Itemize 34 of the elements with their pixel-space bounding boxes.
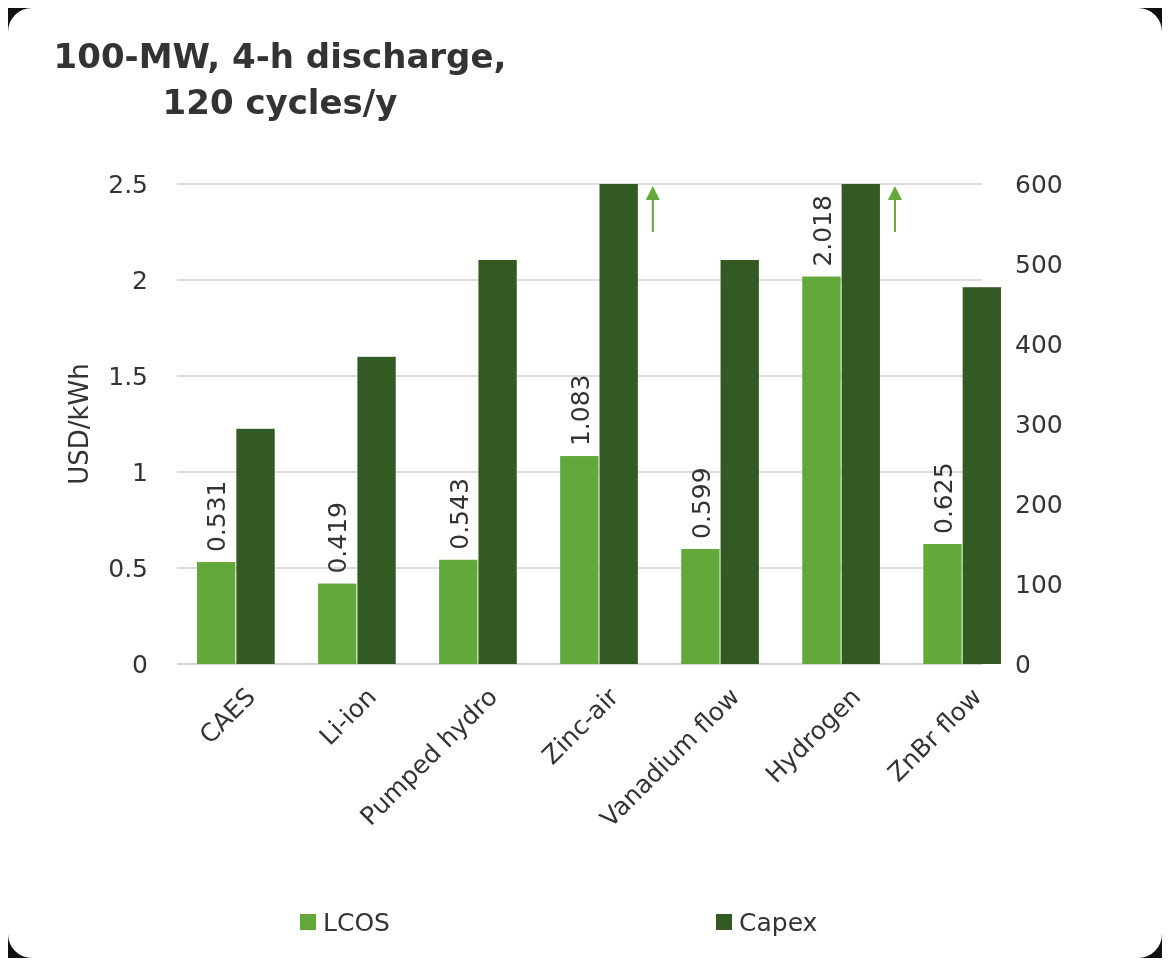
y2-tick-label: 0 bbox=[1015, 649, 1031, 679]
legend-label: LCOS bbox=[323, 907, 390, 937]
bar bbox=[599, 184, 638, 664]
y-tick-label: 1.5 bbox=[108, 361, 148, 391]
data-label: 1.083 bbox=[565, 374, 595, 447]
bar bbox=[478, 260, 517, 664]
bar bbox=[439, 559, 478, 664]
bar bbox=[720, 260, 759, 664]
bar bbox=[357, 356, 396, 664]
bar bbox=[318, 583, 357, 664]
y2-tick-label: 100 bbox=[1015, 569, 1063, 599]
data-label: 0.543 bbox=[444, 478, 474, 550]
data-label: 0.599 bbox=[686, 467, 716, 539]
y2-tick-label: 300 bbox=[1015, 409, 1063, 439]
legend-label: Capex bbox=[739, 907, 818, 937]
bar bbox=[681, 548, 720, 664]
y2-tick-label: 400 bbox=[1015, 329, 1063, 359]
y-tick-label: 2.5 bbox=[108, 169, 148, 199]
y-tick-label: 2 bbox=[132, 265, 148, 295]
y2-tick-label: 200 bbox=[1015, 489, 1063, 519]
data-label: 0.625 bbox=[928, 462, 958, 534]
data-label: 0.419 bbox=[323, 501, 353, 574]
chart-title: 100-MW, 4-h discharge, 120 cycles/y bbox=[53, 36, 507, 122]
y2-tick-label: 500 bbox=[1015, 249, 1063, 279]
data-label: 2.018 bbox=[807, 194, 837, 267]
y-tick-label: 0.5 bbox=[108, 553, 148, 583]
bar bbox=[962, 287, 1001, 664]
data-label: 0.531 bbox=[202, 480, 232, 553]
bar bbox=[236, 428, 275, 664]
y-tick-label: 1 bbox=[132, 457, 148, 487]
y2-tick-label: 600 bbox=[1015, 169, 1063, 199]
bar bbox=[923, 544, 962, 664]
y-axis-title: USD/kWh bbox=[64, 363, 94, 485]
y-tick-label: 0 bbox=[132, 649, 148, 679]
